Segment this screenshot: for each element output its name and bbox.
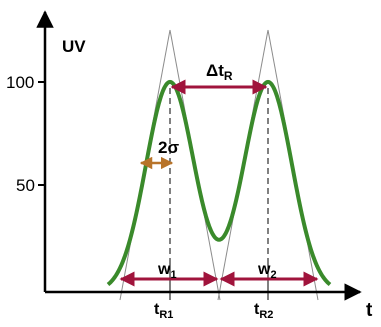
y-tick-label-100: 100 <box>6 73 34 92</box>
tr1-label: tR1 <box>154 301 173 321</box>
w1-label: w1 <box>157 261 177 281</box>
chromatogram-curve <box>106 79 332 287</box>
x-axis-label: t <box>366 300 373 321</box>
y-axis-label: UV <box>62 37 86 56</box>
delta-tr-label: ΔtR <box>206 61 233 83</box>
y-tick-label-50: 50 <box>16 176 35 195</box>
sigma-label: 2σ <box>158 138 179 157</box>
tr2-label: tR2 <box>254 301 273 321</box>
w2-label: w2 <box>257 261 277 281</box>
